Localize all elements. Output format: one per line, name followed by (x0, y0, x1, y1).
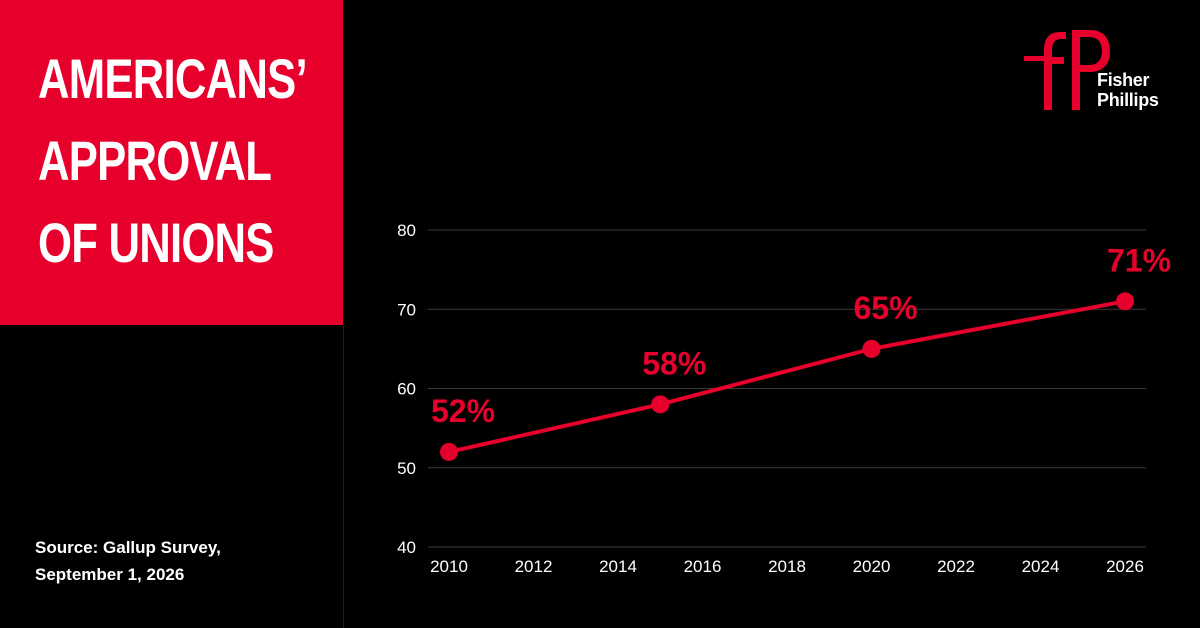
y-tick-label: 70 (397, 300, 416, 319)
data-label: 58% (642, 345, 706, 381)
x-tick-label: 2022 (937, 557, 975, 576)
x-tick-label: 2024 (1022, 557, 1060, 576)
x-tick-label: 2018 (768, 557, 806, 576)
y-tick-label: 40 (397, 538, 416, 557)
data-label: 65% (853, 290, 917, 326)
x-tick-label: 2010 (430, 557, 468, 576)
source-line-1: Source: Gallup Survey, (35, 538, 221, 557)
fisher-phillips-logo-icon (1024, 30, 1110, 110)
data-point (440, 442, 458, 461)
x-tick-label: 2026 (1106, 557, 1144, 576)
source-line-2: September 1, 2026 (35, 565, 185, 584)
x-tick-layer: 2010 2012 2014 2016 2018 2020 2022 2024 2026 (430, 557, 1144, 576)
data-label: 71% (1107, 242, 1171, 278)
data-label: 52% (431, 393, 495, 429)
panel-divider (343, 325, 344, 628)
title-line-1: AMERICANS’ (38, 47, 308, 110)
y-tick-label: 50 (397, 459, 416, 478)
x-tick-label: 2014 (599, 557, 637, 576)
data-point (1116, 292, 1134, 311)
point-layer (440, 292, 1134, 461)
series-line (448, 299, 1126, 454)
data-point (862, 339, 881, 358)
y-tick-label: 80 (397, 221, 416, 240)
y-tick-layer: 40 50 60 70 80 (397, 221, 416, 557)
title-line-2: APPROVAL (38, 129, 272, 192)
x-tick-label: 2012 (515, 557, 553, 576)
title-panel: AMERICANS’ APPROVAL OF UNIONS (0, 0, 343, 325)
series-line-layer (448, 299, 1126, 454)
logo-word-phillips: Phillips (1097, 90, 1159, 110)
data-point (651, 395, 670, 414)
x-tick-label: 2020 (853, 557, 891, 576)
logo-word-fisher: Fisher (1097, 70, 1150, 90)
data-label-layer: 52% 58% 65% 71% (431, 242, 1171, 429)
y-tick-label: 60 (397, 380, 416, 399)
x-tick-label: 2016 (684, 557, 722, 576)
source-note: Source: Gallup Survey, September 1, 2026 (35, 534, 221, 588)
grid-layer (428, 229, 1146, 548)
title-line-3: OF UNIONS (38, 211, 274, 274)
